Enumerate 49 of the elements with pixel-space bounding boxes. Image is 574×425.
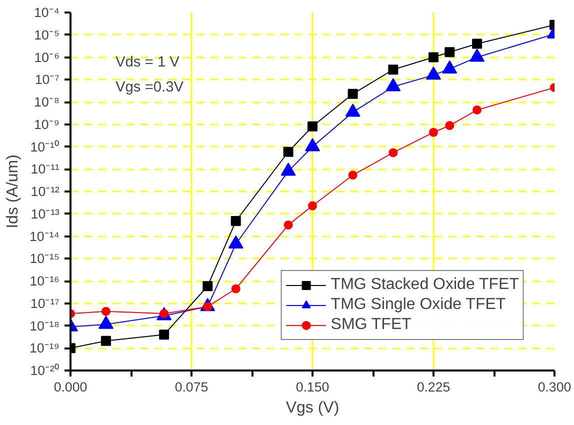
point <box>429 128 438 137</box>
y-tick-label: 10⁻¹⁸ <box>30 318 60 334</box>
y-tick-label: 10⁻¹³ <box>30 206 60 222</box>
y-tick-label: 10⁻⁶ <box>34 50 60 65</box>
point <box>159 330 170 340</box>
point <box>231 284 240 294</box>
point <box>284 220 293 230</box>
x-tick-label: 0.300 <box>538 380 572 394</box>
annotation: Vgs =0.3V <box>116 80 184 96</box>
point <box>202 281 213 292</box>
point <box>445 121 454 130</box>
y-tick-label: 10⁻⁴ <box>34 5 60 20</box>
y-tick-label: 10⁻¹⁰ <box>30 139 60 154</box>
x-tick-label: 0.225 <box>416 380 450 394</box>
y-tick-label: 10⁻¹⁵ <box>30 251 60 266</box>
point <box>308 201 317 210</box>
point <box>444 47 455 58</box>
y-tick-label: 10⁻⁷ <box>34 72 60 88</box>
point <box>472 105 482 114</box>
y-tick-label: 10⁻¹¹ <box>30 162 60 177</box>
y-tick-label: 10⁻⁸ <box>34 94 60 110</box>
point <box>388 148 398 158</box>
legend-label: TMG Single Oxide TFET <box>330 296 506 314</box>
x-tick-label: 0.000 <box>54 380 88 394</box>
legend-label: TMG Stacked Oxide TFET <box>330 276 519 294</box>
point <box>472 38 482 49</box>
point <box>428 52 438 62</box>
point <box>348 88 358 99</box>
point <box>230 216 241 226</box>
y-tick-label: 10⁻¹² <box>30 184 60 199</box>
point <box>100 336 111 346</box>
annotation: Vds = 1 V <box>116 54 180 70</box>
y-tick-label: 10⁻¹⁷ <box>30 296 60 311</box>
y-tick-label: 10⁻¹⁴ <box>30 228 60 244</box>
legend-label: SMG TFET <box>330 316 412 334</box>
y-tick-label: 10⁻²⁰ <box>30 363 60 378</box>
point <box>308 121 318 132</box>
point <box>388 64 398 75</box>
y-axis-title: Ids (A/um) <box>4 154 22 228</box>
x-axis-title: Vgs (V) <box>286 400 340 416</box>
y-tick-label: 10⁻⁵ <box>34 27 60 42</box>
point <box>348 170 358 180</box>
y-tick-label: 10⁻⁹ <box>34 116 60 132</box>
point <box>101 306 110 316</box>
x-tick-label: 0.150 <box>296 380 330 394</box>
point <box>283 146 294 157</box>
y-tick-label: 10⁻¹⁶ <box>30 274 60 288</box>
y-tick-label: 10⁻¹⁹ <box>30 340 60 356</box>
x-tick-label: 0.075 <box>174 380 208 394</box>
